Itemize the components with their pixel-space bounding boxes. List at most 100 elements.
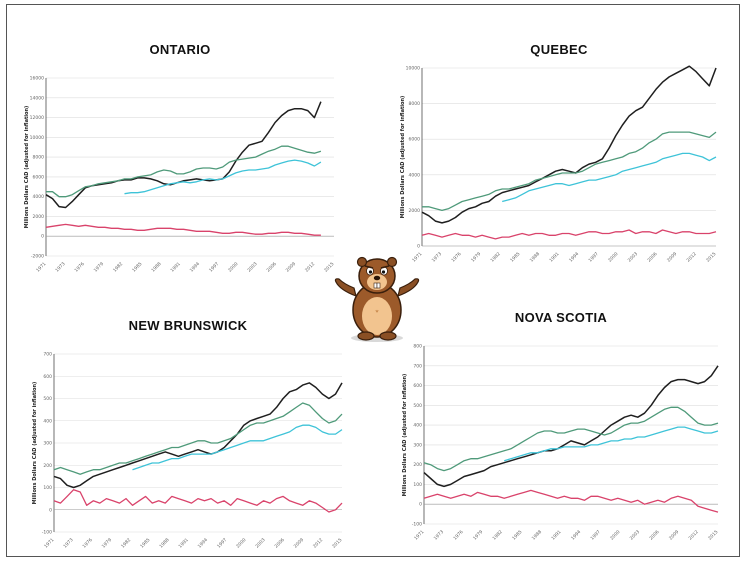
x-tick-label: 1976 xyxy=(452,529,464,540)
x-tick-label: 1979 xyxy=(93,261,105,272)
groundhog-mascot-icon xyxy=(332,252,422,344)
y-tick-label: 600 xyxy=(413,383,422,389)
y-tick-label: 300 xyxy=(413,442,422,448)
y-tick-label: 600 xyxy=(43,374,52,380)
y-tick-label: 4000 xyxy=(409,172,421,178)
x-tick-label: 2003 xyxy=(246,261,258,272)
series-line-green xyxy=(422,131,717,212)
x-tick-label: 1985 xyxy=(139,537,151,548)
x-tick-label: 1973 xyxy=(62,537,74,548)
x-tick-label: 1997 xyxy=(587,251,599,262)
x-tick-label: 1994 xyxy=(197,537,209,548)
x-tick-label: 1997 xyxy=(216,537,228,548)
x-tick-label: 2003 xyxy=(627,251,639,262)
x-tick-label: 1979 xyxy=(472,529,484,540)
x-tick-label: 1973 xyxy=(54,261,66,272)
y-tick-label: 0 xyxy=(417,244,420,250)
y-tick-label: 700 xyxy=(413,363,422,369)
x-tick-label: 1976 xyxy=(73,261,85,272)
y-axis-label: Millions Dollars CAD (adjusted for infla… xyxy=(32,382,38,505)
y-tick-label: 8000 xyxy=(33,155,45,161)
x-tick-label: 2003 xyxy=(254,537,266,548)
x-tick-label: 2006 xyxy=(648,529,660,540)
chart-ontario: 16000 14000 12000 10000 8000 6000 4000 2000 0 -20… xyxy=(20,72,340,273)
x-tick-label: 2015 xyxy=(707,529,719,540)
x-tick-label: 1991 xyxy=(177,537,189,548)
x-tick-label: 1971 xyxy=(411,251,423,262)
x-tick-label: 2012 xyxy=(304,261,316,272)
y-tick-label: 16000 xyxy=(30,76,44,82)
x-tick-label: 2006 xyxy=(273,537,285,548)
x-tick-label: 1997 xyxy=(208,261,220,272)
y-tick-label: 400 xyxy=(413,423,422,429)
chart-title-quebec: QUEBEC xyxy=(530,42,588,57)
x-tick-label: 1979 xyxy=(470,251,482,262)
x-tick-label: 1971 xyxy=(43,537,55,548)
panel-ontario: ONTARIO 16000 14000 12000 10000 8000 6000 4000… xyxy=(20,42,340,272)
x-tick-label: 2006 xyxy=(646,251,658,262)
x-tick-label: 1971 xyxy=(35,261,47,272)
x-tick-label: 2015 xyxy=(705,251,717,262)
series-line-black xyxy=(421,65,717,224)
x-tick-label: 1991 xyxy=(550,529,562,540)
x-tick-label: 2000 xyxy=(607,251,619,262)
y-tick-label: -2000 xyxy=(31,254,44,260)
y-tick-label: 2000 xyxy=(409,208,421,214)
x-tick-label: 2009 xyxy=(293,537,305,548)
x-tick-label: 1991 xyxy=(169,261,181,272)
y-tick-label: 4000 xyxy=(33,194,45,200)
y-tick-label: 2000 xyxy=(33,214,45,220)
series-line-cyan xyxy=(502,152,717,203)
x-tick-label: 1976 xyxy=(450,251,462,262)
series-line-red xyxy=(421,229,717,240)
y-tick-label: 12000 xyxy=(30,115,44,121)
x-tick-label: 1982 xyxy=(489,251,501,262)
x-tick-label: 2009 xyxy=(285,261,297,272)
x-tick-label: 1985 xyxy=(511,529,523,540)
x-tick-label: 2012 xyxy=(685,251,697,262)
y-tick-label: 10000 xyxy=(406,66,420,72)
series-line-cyan xyxy=(504,426,719,462)
y-axis-label: Millions Dollars CAD (adjusted for infla… xyxy=(400,96,406,219)
x-tick-label: 1985 xyxy=(131,261,143,272)
y-axis-label: Millions Dollars CAD (adjusted for infla… xyxy=(24,106,30,229)
y-tick-label: 0 xyxy=(49,507,52,513)
chart-new-brunswick: 700 600 500 400 300 200 100 0 -100 1971 1973 1976 19… xyxy=(28,348,348,549)
chart-title-ontario: ONTARIO xyxy=(149,42,211,57)
y-tick-label: 500 xyxy=(43,396,52,402)
y-axis-label: Millions Dollars CAD (adjusted for infla… xyxy=(402,374,408,497)
x-tick-label: 1988 xyxy=(150,261,162,272)
x-tick-label: 2006 xyxy=(265,261,277,272)
y-tick-label: 14000 xyxy=(30,95,44,101)
y-tick-label: -100 xyxy=(412,522,422,528)
x-tick-label: 1991 xyxy=(548,251,560,262)
y-tick-label: 0 xyxy=(419,502,422,508)
panel-nova-scotia: NOVA SCOTIA 800 700 600 500 400 300 200 100 0 -10… xyxy=(398,310,724,540)
x-tick-label: 1994 xyxy=(189,261,201,272)
series-line-cyan xyxy=(132,424,343,471)
series-line-red xyxy=(45,223,321,236)
x-tick-label: 1971 xyxy=(413,529,425,540)
x-tick-label: 2012 xyxy=(687,529,699,540)
x-tick-label: 1988 xyxy=(529,251,541,262)
x-tick-label: 1994 xyxy=(570,529,582,540)
series-line-red xyxy=(53,489,343,513)
y-tick-label: 700 xyxy=(43,352,52,358)
x-tick-label: 1982 xyxy=(120,537,132,548)
x-tick-label: 1982 xyxy=(491,529,503,540)
y-tick-label: 8000 xyxy=(409,101,421,107)
series-line-green xyxy=(53,402,343,475)
y-tick-label: 0 xyxy=(41,234,44,240)
y-tick-label: 100 xyxy=(43,485,52,491)
x-tick-label: 1988 xyxy=(531,529,543,540)
series-line-red xyxy=(423,489,719,513)
series-line-black xyxy=(423,365,719,488)
chart-svg-ontario: 16000 14000 12000 10000 8000 6000 4000 2000 0 -20… xyxy=(24,76,336,273)
x-tick-label: 2000 xyxy=(227,261,239,272)
y-tick-label: 200 xyxy=(43,463,52,469)
y-tick-label: 10000 xyxy=(30,135,44,141)
series-line-green xyxy=(46,145,322,198)
y-tick-label: 500 xyxy=(413,403,422,409)
